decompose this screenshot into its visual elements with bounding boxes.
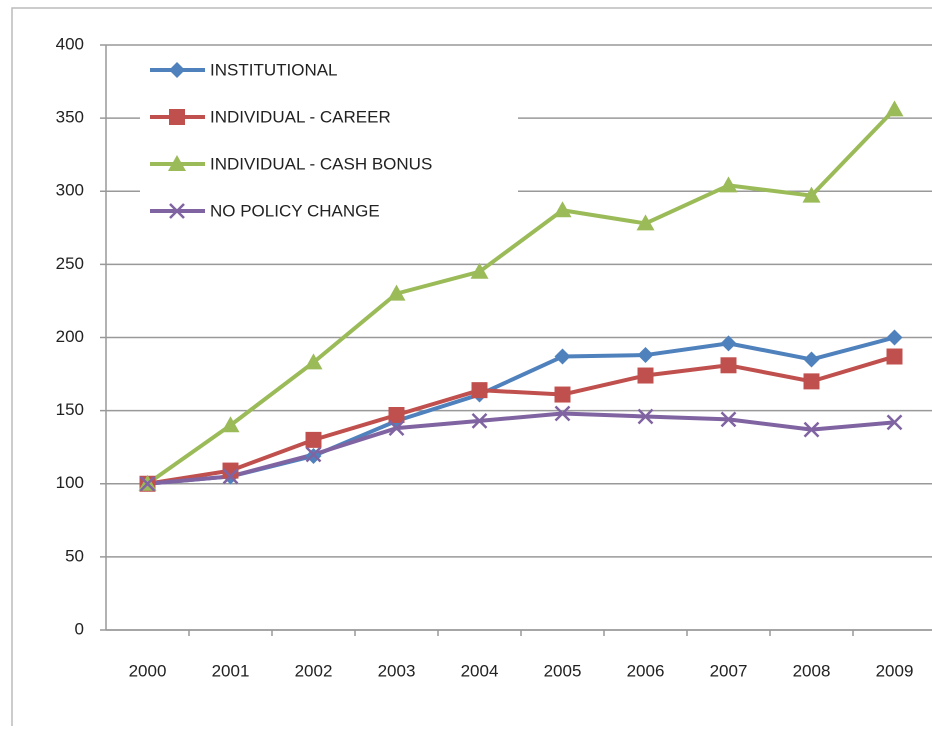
marker: [305, 446, 322, 463]
marker: [803, 373, 820, 390]
series-line: [146, 107, 896, 486]
x-tick-label: 2003: [378, 661, 416, 680]
marker: [304, 353, 323, 370]
marker: [139, 475, 156, 492]
legend-box: [140, 50, 518, 232]
legend-label: INDIVIDUAL - CAREER: [210, 107, 391, 126]
marker: [553, 201, 572, 218]
marker: [222, 462, 239, 479]
marker: [169, 203, 185, 219]
marker: [637, 408, 654, 425]
marker: [169, 62, 185, 78]
x-tick-label: 2001: [212, 661, 250, 680]
legend-label: INDIVIDUAL - CASH BONUS: [210, 154, 432, 173]
marker: [886, 414, 903, 431]
marker: [802, 186, 821, 203]
y-tick-label: 250: [56, 254, 84, 273]
x-tick-label: 2009: [876, 661, 914, 680]
y-tick-label: 0: [75, 619, 84, 638]
marker: [886, 348, 903, 365]
marker: [388, 407, 405, 424]
marker: [719, 176, 738, 193]
marker: [803, 421, 820, 438]
x-tick-label: 2000: [129, 661, 167, 680]
marker: [305, 431, 322, 448]
marker: [554, 405, 571, 422]
marker: [720, 335, 737, 352]
marker: [637, 367, 654, 384]
marker: [471, 382, 488, 399]
marker: [554, 386, 571, 403]
marker: [471, 412, 488, 429]
legend-label: INSTITUTIONAL: [210, 60, 338, 79]
y-tick-label: 350: [56, 108, 84, 127]
y-tick-label: 50: [65, 546, 84, 565]
marker: [388, 420, 405, 437]
marker: [720, 357, 737, 374]
marker: [720, 411, 737, 428]
series-line: [147, 411, 895, 486]
marker: [168, 155, 186, 171]
marker: [470, 262, 489, 279]
marker: [885, 100, 904, 117]
y-tick-label: 300: [56, 181, 84, 200]
x-tick-label: 2002: [295, 661, 333, 680]
marker: [886, 329, 903, 346]
x-tick-label: 2006: [627, 661, 665, 680]
marker: [636, 214, 655, 231]
series-line: [147, 354, 896, 486]
x-tick-label: 2005: [544, 661, 582, 680]
x-tick-label: 2008: [793, 661, 831, 680]
x-tick-label: 2004: [461, 661, 499, 680]
x-tick-label: 2007: [710, 661, 748, 680]
marker: [637, 347, 654, 364]
marker: [222, 468, 239, 485]
marker: [169, 109, 185, 125]
marker: [554, 348, 571, 365]
y-tick-label: 200: [56, 327, 84, 346]
marker: [387, 284, 406, 301]
legend-label: NO POLICY CHANGE: [210, 201, 380, 220]
y-tick-label: 150: [56, 400, 84, 419]
y-tick-label: 100: [56, 473, 84, 492]
marker: [221, 416, 240, 433]
marker: [803, 351, 820, 368]
y-tick-label: 400: [56, 34, 84, 53]
